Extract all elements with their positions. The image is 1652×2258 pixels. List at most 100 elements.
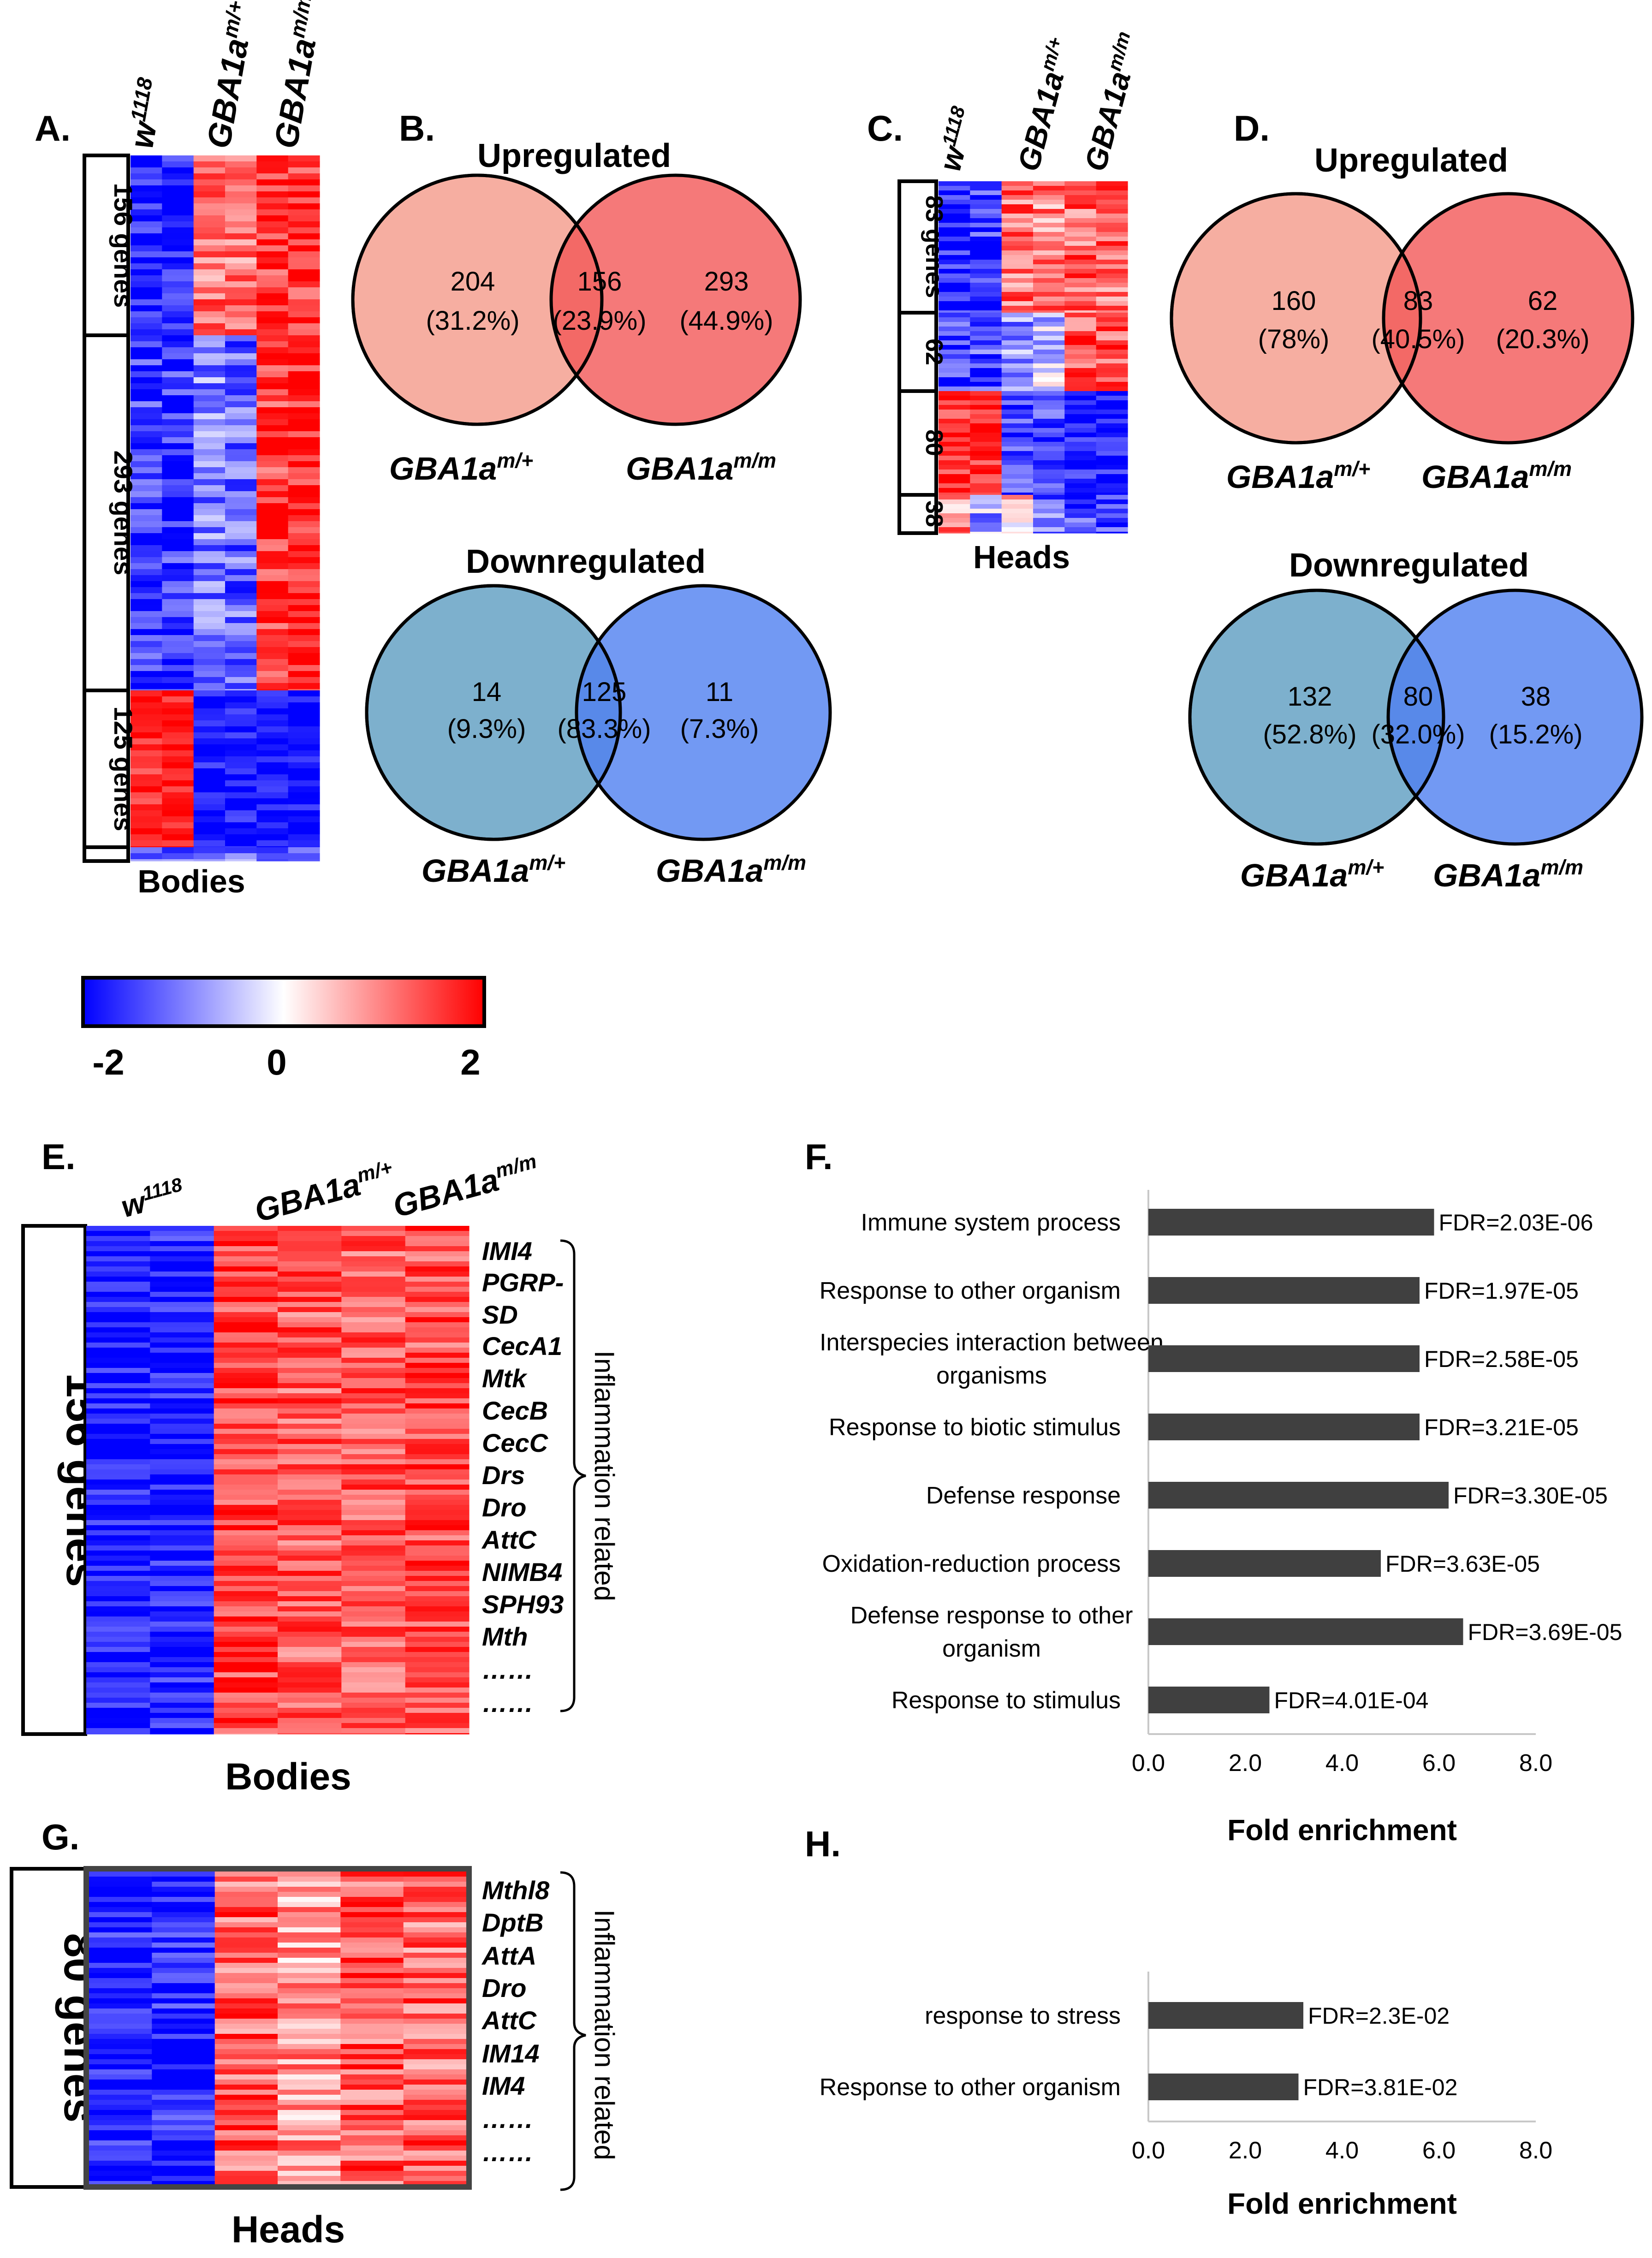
heatmap-cell [970,218,1002,223]
heatmap-cell [86,1302,150,1307]
heatmap-cell [1096,373,1128,378]
heatmap-cell [1001,260,1034,265]
heatmap-cell [341,1520,406,1526]
heatmap-cell [86,1464,150,1470]
heatmap-cell [162,347,194,354]
heatmap-cell [1001,469,1034,475]
heatmap-cell [214,1601,278,1607]
heatmap-cell [1033,483,1065,488]
heatmap-cell [403,2181,467,2186]
heatmap-cell [214,1292,278,1297]
heatmap-cell [939,518,970,523]
category-label: Defense response to other organism [850,1602,1133,1662]
heatmap-cell [278,1627,342,1632]
heatmap-cell [162,317,194,324]
heatmap-cell [288,539,320,546]
heatmap-cell [288,804,320,811]
heatmap-cell [131,167,162,174]
heatmap-cell [405,1571,469,1576]
heatmap-cell [162,215,194,222]
bar-data-label: FDR=3.30E-05 [1453,1483,1608,1509]
heatmap-cell [162,497,194,504]
heatmap-cell [1064,269,1097,274]
heatmap-cell [256,708,289,715]
heatmap-cell [970,331,1002,336]
heatmap-cell [970,336,1002,341]
heatmap-cell [1064,437,1097,442]
heatmap-cell [86,1682,150,1688]
heatmap-cell [340,1948,404,1953]
heatmap-cell [152,2019,215,2024]
heatmap-cell [225,503,257,510]
heatmap-cell [341,1444,406,1450]
colorbar-min: -2 [92,1042,124,1082]
heatmap-cell [131,191,162,198]
heatmap-cell [405,1662,469,1668]
heatmap-cell [256,503,289,510]
heatmap-cell [405,1348,469,1353]
heatmap-cell [162,245,194,252]
heatmap-cell [214,1932,278,1938]
heatmap-cell [1064,214,1097,219]
heatmap-cell [1096,264,1128,269]
heatmap-cell [150,1454,214,1460]
heatmap-cell [341,1236,406,1242]
heatmap-cell [403,1887,467,1892]
heatmap-cell [86,1698,150,1703]
heatmap-cell [1033,237,1065,242]
heatmap-cell [939,469,970,475]
heatmap-cell [970,504,1002,509]
heatmap-cell [1001,181,1034,186]
heatmap-cell [225,233,257,240]
heatmap-cell [1096,306,1128,311]
heatmap-cell [89,1958,152,1963]
heatmap-cell [86,1266,150,1272]
heatmap-cell [1001,423,1034,428]
heatmap-cell [162,281,194,288]
heatmap-cell [193,515,226,522]
gene-label: DptB [482,1908,544,1937]
heatmap-cell [225,185,257,192]
heatmap-cell [131,563,162,570]
heatmap-cell [152,2100,215,2105]
heatmap-cell [1001,246,1034,251]
heatmap-cell [225,161,257,168]
heatmap-cell [193,689,226,691]
heatmap-cell [288,167,320,174]
heatmap-cell [150,1703,214,1708]
heatmap-cell [256,744,289,751]
heatmap-cell [403,2120,467,2126]
heatmap-cell [340,1953,404,1958]
heatmap-cell [1096,269,1128,274]
heatmap-cell [1064,368,1097,373]
heatmap-cell [193,846,226,848]
heatmap-cell [1096,237,1128,242]
heatmap-cell [1001,377,1034,382]
heatmap-cell [1033,513,1065,518]
heatmap-cell [1033,269,1065,274]
heatmap-cell [225,383,257,390]
heatmap-cell [341,1246,406,1252]
heatmap-cell [214,1540,278,1546]
category-label: Defense response [926,1482,1121,1509]
heatmap-cell [193,467,226,474]
heatmap-cell [214,2034,278,2039]
heatmap-cell [214,1647,278,1652]
heatmap-cell [225,605,257,612]
heatmap-cell [1001,483,1034,488]
heatmap-cell [288,281,320,288]
heatmap-cell [403,2090,467,2095]
heatmap-cell [225,810,257,817]
heatmap-cell [225,744,257,751]
heatmap-cell [341,1398,406,1404]
heatmap-cell [256,257,289,264]
heatmap-cell [162,467,194,474]
heatmap-cell [341,1581,406,1587]
heatmap-cell [131,455,162,462]
heatmap-cell [162,834,194,841]
heatmap-cell [278,1236,342,1242]
heatmap-cell [256,575,289,582]
heatmap-cell [225,569,257,576]
heatmap-cell [225,443,257,450]
heatmap-cell [278,1348,342,1353]
